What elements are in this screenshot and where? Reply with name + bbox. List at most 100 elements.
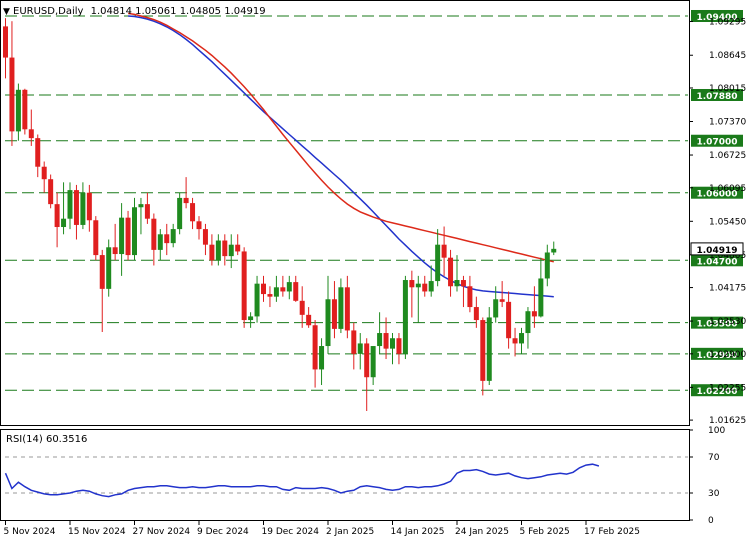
candle — [306, 307, 312, 328]
level-price-box — [691, 384, 743, 397]
candle-body — [544, 252, 550, 279]
candle-body — [531, 311, 537, 317]
time-tick-label: 15 Nov 2024 — [68, 527, 126, 537]
candle-body — [54, 204, 60, 228]
candle-body — [93, 220, 99, 256]
candle-body — [486, 317, 492, 381]
price-tick-label: 1.01625 — [709, 416, 746, 426]
price-tick-label: 1.02900 — [709, 350, 746, 360]
level-price-label: 1.04700 — [697, 257, 738, 267]
moving-averages — [127, 12, 554, 298]
level-price-box — [691, 316, 743, 329]
candle — [67, 182, 73, 230]
candle — [228, 234, 234, 269]
price-tick-label: 1.04175 — [709, 284, 746, 294]
candle — [286, 275, 292, 300]
candle-body — [222, 240, 228, 257]
candle-body — [377, 333, 383, 347]
candle-body — [422, 283, 428, 292]
candle-body — [196, 221, 202, 230]
candle-body — [209, 244, 215, 261]
candle-body — [312, 325, 318, 370]
candle-body — [538, 278, 544, 317]
candle-body — [9, 57, 15, 132]
level-price-label: 1.07880 — [697, 92, 738, 102]
price-axis: 1.09295 1.08645 1.08015 1.07370 1.06725 1.060… — [689, 17, 746, 426]
candle — [551, 241, 557, 256]
candle — [312, 320, 318, 388]
candle-body — [480, 320, 486, 381]
candle-body — [132, 207, 137, 256]
candle — [506, 291, 512, 349]
time-tick-label: 2 Jan 2025 — [326, 527, 374, 537]
candle-body — [293, 282, 299, 301]
candle-body — [499, 299, 505, 302]
candle — [73, 184, 79, 240]
candle-body — [325, 299, 331, 347]
candle-body — [357, 343, 363, 354]
candles — [3, 18, 557, 412]
candle-body — [402, 280, 408, 354]
candle — [9, 21, 15, 146]
candle-body — [370, 346, 376, 378]
candle — [28, 109, 34, 146]
candle — [222, 234, 228, 266]
price-tick-label: 1.04805 — [709, 251, 746, 261]
candle — [480, 317, 486, 396]
candle — [499, 281, 505, 308]
candle-body — [428, 281, 434, 292]
level-price-box — [691, 134, 743, 147]
candle-body — [448, 257, 454, 287]
level-price-label: 1.02900 — [697, 351, 738, 361]
candle-body — [454, 280, 460, 287]
candle — [248, 312, 254, 328]
time-axis: 5 Nov 2024 15 Nov 2024 27 Nov 2024 9 Dec 20… — [4, 521, 640, 537]
candle-body — [119, 217, 125, 255]
price-tick-label: 1.06725 — [709, 151, 746, 161]
candle — [370, 346, 376, 386]
level-price-label: 1.02200 — [697, 387, 738, 397]
candle — [538, 257, 544, 318]
candle-body — [106, 247, 112, 289]
candle — [267, 286, 273, 308]
candle-body — [441, 244, 447, 258]
candle-body — [177, 197, 183, 230]
candle-body — [80, 192, 86, 225]
candle-body — [506, 301, 512, 339]
price-tick-label: 1.09295 — [709, 17, 746, 27]
candle-body — [338, 287, 344, 329]
candle-body — [331, 299, 337, 329]
price-tick-label: 1.06095 — [709, 184, 746, 194]
candle-body — [215, 240, 221, 261]
candle-body — [15, 89, 21, 132]
candle-body — [299, 300, 305, 315]
candle-body — [157, 234, 163, 250]
price-tick-label: 1.08645 — [709, 51, 746, 61]
time-tick-label: 24 Jan 2025 — [455, 527, 509, 537]
ohlc-values: 1.04814 1.05061 1.04805 1.04919 — [91, 6, 266, 17]
candle-body — [190, 203, 196, 222]
rsi-tick-label: 100 — [708, 426, 725, 436]
candle-body — [493, 299, 499, 318]
candle-body — [512, 338, 518, 344]
rsi-title: RSI(14) 60.3516 — [6, 434, 87, 445]
candle-body — [519, 333, 524, 344]
candle-body — [344, 287, 350, 331]
candle — [80, 182, 86, 230]
price-panel-frame — [0, 0, 690, 426]
candle-body — [467, 286, 473, 308]
candle — [119, 203, 125, 276]
symbol-icon: ▼ — [3, 7, 10, 17]
candle — [280, 275, 286, 297]
candle-body — [286, 282, 292, 292]
candle — [338, 278, 344, 334]
candle-body — [144, 204, 150, 219]
candle-body — [3, 26, 8, 58]
candle — [196, 216, 202, 240]
chart-title: EURUSD,Daily 1.04814 1.05061 1.04805 1.0… — [13, 6, 266, 17]
candle — [493, 286, 499, 323]
ma-fast-line — [128, 15, 554, 298]
candle — [151, 213, 157, 266]
candle — [454, 255, 460, 292]
